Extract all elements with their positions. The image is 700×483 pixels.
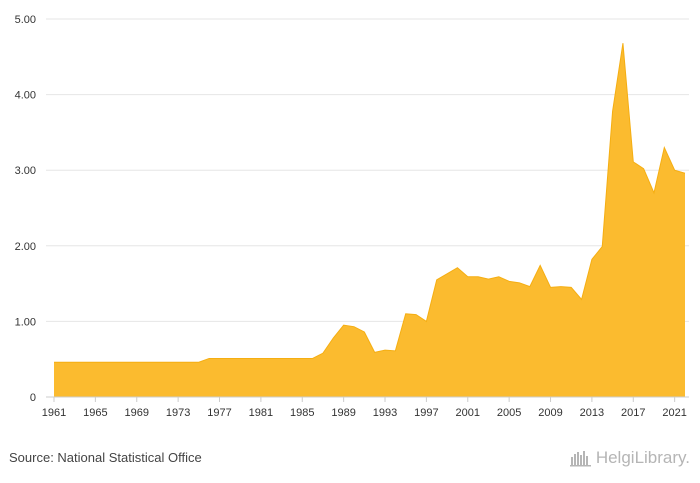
y-tick-label: 1.00 [15,316,36,328]
source-note: Source: National Statistical Office [9,450,202,465]
helgi-library-logo-icon [569,451,591,467]
y-tick-label: 2.00 [15,241,36,253]
y-tick-label: 0 [30,392,36,404]
y-axis: 0 1.00 2.00 3.00 4.00 5.00 [15,14,36,404]
x-tick-label: 1997 [414,407,438,419]
x-tick-label: 1989 [331,407,355,419]
x-tick-label: 1993 [373,407,397,419]
x-tick-label: 1977 [207,407,231,419]
area-chart: 1961 1965 1969 1973 1977 1981 1985 1989 1993 1997… [15,14,689,419]
area-series [54,43,686,397]
x-tick-label: 2009 [538,407,562,419]
helgi-library-logo: HelgiLibrary. [569,448,690,468]
logo-text: HelgiLibrary. [595,448,690,467]
area-line [54,43,686,363]
area-fill [54,43,685,397]
x-tick-label: 1981 [249,407,273,419]
y-tick-label: 5.00 [15,14,36,26]
x-tick-label: 2005 [497,407,521,419]
x-tick-label: 1969 [125,407,149,419]
x-tick-label: 1973 [166,407,190,419]
y-tick-label: 3.00 [15,165,36,177]
x-tick-label: 2001 [456,407,480,419]
x-axis: 1961 1965 1969 1973 1977 1981 1985 1989 1993 1997… [42,396,689,419]
x-tick-label: 1965 [83,407,107,419]
x-tick-label: 2021 [662,407,686,419]
y-tick-label: 4.00 [15,90,36,102]
x-tick-label: 1961 [42,407,66,419]
x-tick-label: 2017 [621,407,645,419]
x-tick-label: 2013 [580,407,604,419]
x-tick-label: 1985 [290,407,314,419]
